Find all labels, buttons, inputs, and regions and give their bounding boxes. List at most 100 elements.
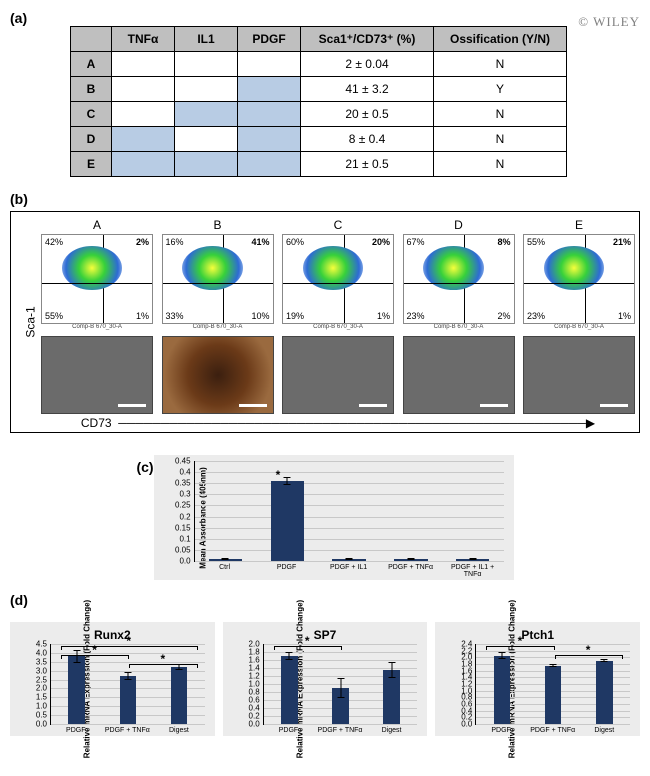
bar [494, 656, 511, 724]
ytick: 1.0 [234, 680, 260, 689]
bar [209, 559, 242, 561]
chart-area: 0.00.20.40.60.81.01.21.41.61.82.02.22.4 [475, 644, 630, 725]
table-header [71, 27, 112, 52]
quadrant-pct: 1% [618, 311, 631, 321]
ytick: 4.5 [21, 640, 47, 649]
panel-d: Runx2Relative mRNA Expression (Fold Chan… [10, 622, 640, 736]
flow-plot: 42%2%55%1% [41, 234, 153, 324]
chart-d-ptch1: Ptch1Relative mRNA Expression (Fold Chan… [435, 622, 640, 736]
table-row: A2 ± 0.04N [71, 52, 567, 77]
ytick: 0.05 [165, 545, 191, 554]
flow-axis-caption: Comp-B 670_30-A [41, 324, 153, 330]
flow-axis-caption: Comp-B 670_30-A [523, 324, 635, 330]
micrograph [282, 336, 394, 414]
ytick: 3.5 [21, 657, 47, 666]
ytick: 3.0 [21, 666, 47, 675]
bar [332, 688, 349, 724]
xlabel: PDGF + TNFα [380, 564, 442, 578]
significance-star: * [276, 468, 281, 482]
significance-star: * [160, 652, 165, 666]
micrograph [41, 336, 153, 414]
significance-star: * [586, 643, 591, 657]
xlabel: PDGF + TNFα [102, 727, 154, 734]
ytick: 1.0 [21, 702, 47, 711]
ytick: 0.8 [234, 688, 260, 697]
ytick: 1.6 [234, 656, 260, 665]
chart-d-sp7: SP7Relative mRNA Expression (Fold Change… [223, 622, 428, 736]
bar [332, 559, 365, 561]
xlabel: PDGF [263, 727, 315, 734]
quadrant-pct: 23% [407, 311, 425, 321]
ytick: 0.3 [165, 490, 191, 499]
panel-c-label: (c) [136, 459, 153, 475]
bar [456, 559, 489, 561]
ytick: 0.25 [165, 501, 191, 510]
chart-area: 0.00.050.10.150.20.250.30.350.40.45 [194, 461, 504, 562]
conditions-table: TNFαIL1PDGFSca1⁺/CD73⁺ (%)Ossification (… [70, 26, 567, 177]
quadrant-pct: 10% [251, 311, 269, 321]
quadrant-pct: 21% [613, 237, 631, 247]
significance-star: * [126, 634, 131, 648]
ytick: 0.4 [234, 704, 260, 713]
table-row: E21 ± 0.5N [71, 152, 567, 177]
flow-axis-caption: Comp-B 670_30-A [403, 324, 515, 330]
ytick: 4.0 [21, 648, 47, 657]
quadrant-pct: 8% [497, 237, 510, 247]
bar [171, 667, 188, 724]
bar [545, 666, 562, 724]
xlabel: Digest [578, 727, 630, 734]
ytick: 0.15 [165, 523, 191, 532]
ytick: 0.2 [234, 712, 260, 721]
ytick: 0.5 [21, 711, 47, 720]
panel-b-xlabel: CD73 ───────────────────────────────────… [41, 416, 635, 430]
quadrant-pct: 16% [166, 237, 184, 247]
ytick: 0.45 [165, 457, 191, 466]
panel-d-label: (d) [10, 592, 28, 608]
table-header: TNFα [112, 27, 175, 52]
xlabel: PDGF + IL1 [318, 564, 380, 578]
flow-plot: 60%20%19%1% [282, 234, 394, 324]
quadrant-pct: 41% [251, 237, 269, 247]
significance-star: * [92, 643, 97, 657]
chart-area: 0.00.51.01.52.02.53.03.54.04.5 [50, 644, 205, 725]
table-header: Ossification (Y/N) [434, 27, 567, 52]
ytick: 0.0 [21, 720, 47, 729]
ytick: 0.6 [234, 696, 260, 705]
flow-plot: 16%41%33%10% [162, 234, 274, 324]
quadrant-pct: 42% [45, 237, 63, 247]
table-header: IL1 [175, 27, 238, 52]
flow-plot-title: A [41, 218, 153, 232]
flow-plot: 67%8%23%2% [403, 234, 515, 324]
flow-plot-title: C [282, 218, 394, 232]
ytick: 1.5 [21, 693, 47, 702]
xlabel: PDGF + TNFα [527, 727, 579, 734]
panel-b-label: (b) [10, 191, 28, 207]
ytick: 2.0 [21, 684, 47, 693]
quadrant-pct: 67% [407, 237, 425, 247]
quadrant-pct: 60% [286, 237, 304, 247]
bar [120, 676, 137, 724]
ytick: 1.2 [234, 672, 260, 681]
flow-plot-title: D [403, 218, 515, 232]
xlabel: PDGF [475, 727, 527, 734]
quadrant-pct: 1% [377, 311, 390, 321]
flow-axis-caption: Comp-B 670_30-A [162, 324, 274, 330]
quadrant-pct: 1% [136, 311, 149, 321]
xlabel: Digest [366, 727, 418, 734]
panel-a: (a) © WILEY TNFαIL1PDGFSca1⁺/CD73⁺ (%)Os… [10, 10, 640, 177]
ytick: 1.8 [234, 648, 260, 657]
ytick: 0.0 [234, 720, 260, 729]
chart-area: 0.00.20.40.60.81.01.21.41.61.82.0 [263, 644, 418, 725]
quadrant-pct: 19% [286, 311, 304, 321]
ytick: 1.4 [234, 664, 260, 673]
bar [271, 481, 304, 561]
table-row: D8 ± 0.4N [71, 127, 567, 152]
ytick: 0.4 [165, 468, 191, 477]
xlabel: Digest [153, 727, 205, 734]
quadrant-pct: 23% [527, 311, 545, 321]
bar [596, 661, 613, 724]
micrograph [403, 336, 515, 414]
xlabel: PDGF + TNFα [314, 727, 366, 734]
xlabel: PDGF + IL1 + TNFα [442, 564, 504, 578]
flow-plot-title: B [162, 218, 274, 232]
